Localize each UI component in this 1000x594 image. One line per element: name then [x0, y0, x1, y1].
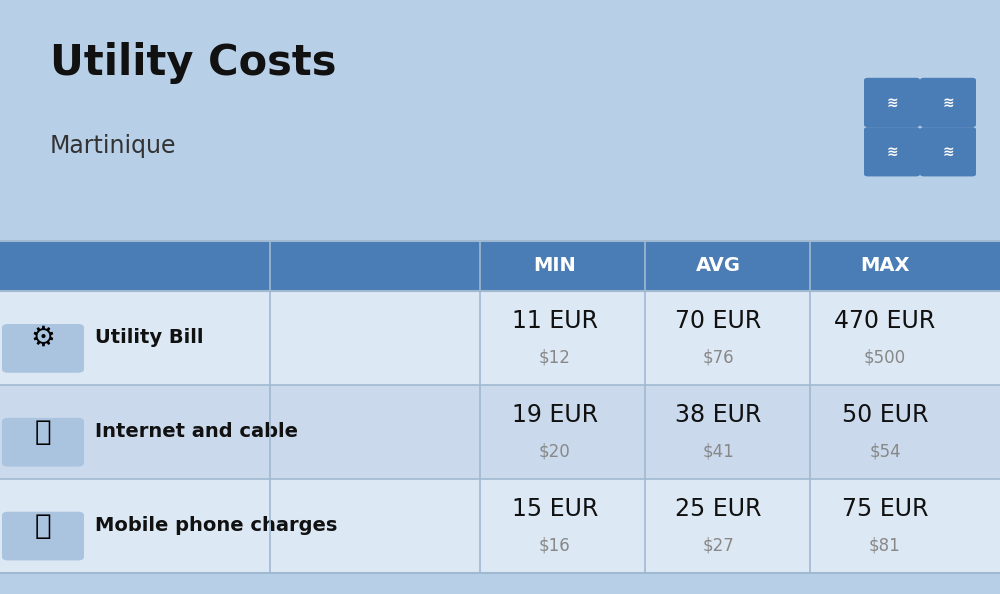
Bar [0, 291, 1000, 385]
Text: MAX: MAX [860, 257, 910, 275]
Text: ≋: ≋ [942, 145, 954, 159]
Text: 15 EUR: 15 EUR [512, 497, 598, 521]
Bar [0, 479, 1000, 573]
Text: $27: $27 [702, 536, 734, 554]
Text: 70 EUR: 70 EUR [675, 309, 761, 333]
Text: 75 EUR: 75 EUR [842, 497, 928, 521]
Text: $500: $500 [864, 349, 906, 366]
Text: Utility Bill: Utility Bill [95, 328, 204, 347]
Text: 50 EUR: 50 EUR [842, 403, 928, 427]
Text: Martinique: Martinique [50, 134, 176, 157]
Text: 19 EUR: 19 EUR [512, 403, 598, 427]
Text: 25 EUR: 25 EUR [675, 497, 761, 521]
Text: AVG: AVG [696, 257, 740, 275]
Bar [0, 241, 1000, 291]
Text: $20: $20 [539, 443, 571, 460]
FancyBboxPatch shape [2, 324, 84, 373]
Text: 📱: 📱 [35, 511, 51, 540]
Text: $76: $76 [702, 349, 734, 366]
Bar [0, 385, 1000, 479]
Text: $16: $16 [539, 536, 571, 554]
FancyBboxPatch shape [2, 418, 84, 467]
Text: Mobile phone charges: Mobile phone charges [95, 516, 337, 535]
Text: $41: $41 [702, 443, 734, 460]
Text: 38 EUR: 38 EUR [675, 403, 761, 427]
FancyBboxPatch shape [920, 78, 976, 127]
Text: $54: $54 [869, 443, 901, 460]
Text: Internet and cable: Internet and cable [95, 422, 298, 441]
FancyBboxPatch shape [920, 127, 976, 176]
Text: ≋: ≋ [942, 96, 954, 109]
Text: 📶: 📶 [35, 418, 51, 446]
FancyBboxPatch shape [864, 78, 920, 127]
Text: ≋: ≋ [886, 145, 898, 159]
Text: Utility Costs: Utility Costs [50, 42, 336, 84]
Text: ≋: ≋ [886, 96, 898, 109]
Text: MIN: MIN [534, 257, 576, 275]
Text: ⚙: ⚙ [31, 324, 55, 352]
Text: 11 EUR: 11 EUR [512, 309, 598, 333]
Text: $81: $81 [869, 536, 901, 554]
Text: $12: $12 [539, 349, 571, 366]
Text: 470 EUR: 470 EUR [834, 309, 936, 333]
FancyBboxPatch shape [864, 127, 920, 176]
FancyBboxPatch shape [2, 511, 84, 561]
